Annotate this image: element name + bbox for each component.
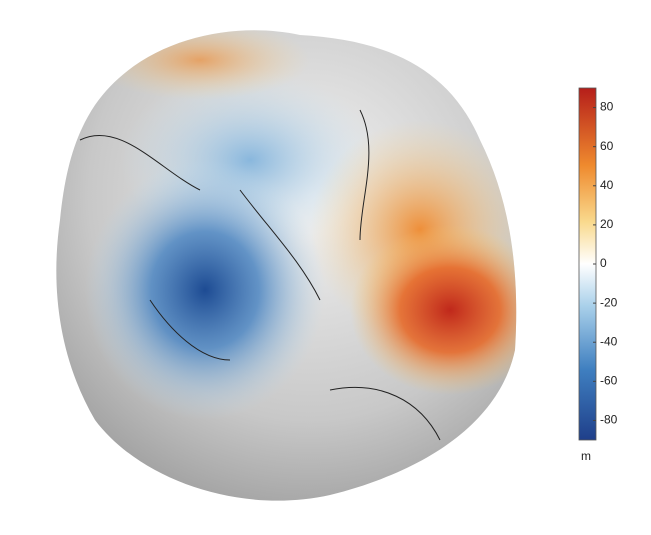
tick-label: 20	[600, 217, 614, 231]
tick-label: -40	[600, 334, 618, 348]
colorbar-ticks: -80 -60 -40 -20 0 20 40 60 80	[593, 100, 618, 427]
tick-label: 80	[600, 100, 614, 114]
tick-label: -60	[600, 374, 618, 388]
globe	[56, 30, 517, 501]
tick-label: -20	[600, 295, 618, 309]
tick-label: -80	[600, 413, 618, 427]
colorbar-unit: m	[581, 449, 591, 463]
tick-label: 40	[600, 178, 614, 192]
tick-label: 0	[600, 256, 607, 270]
tick-label: 60	[600, 139, 614, 153]
